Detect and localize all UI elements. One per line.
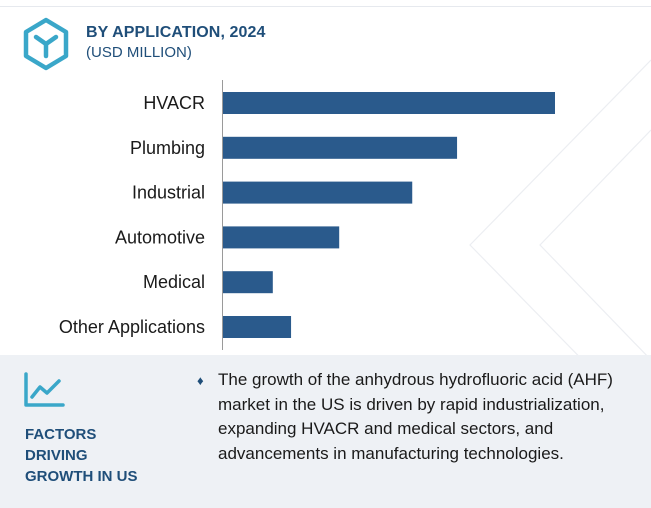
factors-heading-line: GROWTH IN US — [25, 468, 138, 485]
category-label: Plumbing — [130, 138, 205, 158]
bar-other-applications — [223, 316, 292, 338]
bar-automotive — [223, 226, 340, 249]
chart-subtitle: (USD MILLION) — [86, 44, 192, 61]
category-label: Medical — [143, 272, 205, 292]
top-divider — [0, 6, 651, 7]
factors-panel — [0, 355, 651, 508]
bar-plumbing — [223, 136, 458, 159]
factors-heading-line: FACTORS — [25, 426, 97, 443]
bar-industrial — [223, 181, 413, 204]
category-label: HVACR — [143, 93, 205, 113]
trend-line-icon — [24, 372, 65, 407]
bar-medical — [223, 271, 273, 294]
factor-description: The growth of the anhydrous hydrofluoric… — [218, 370, 613, 463]
bar-hvacr — [223, 92, 555, 114]
category-label: Automotive — [115, 227, 205, 247]
bar-chart: HVACR Plumbing Industrial Automotive Medical… — [59, 80, 555, 350]
factors-heading-line: DRIVING — [25, 447, 88, 464]
hexagon-cube-icon — [23, 17, 69, 71]
category-label: Industrial — [132, 183, 205, 203]
diamond-bullet-icon: ♦ — [197, 373, 204, 388]
chart-title: BY APPLICATION, 2024 — [86, 24, 266, 41]
factors-heading: FACTORS DRIVING GROWTH IN US — [25, 424, 175, 487]
category-label: Other Applications — [59, 317, 205, 337]
